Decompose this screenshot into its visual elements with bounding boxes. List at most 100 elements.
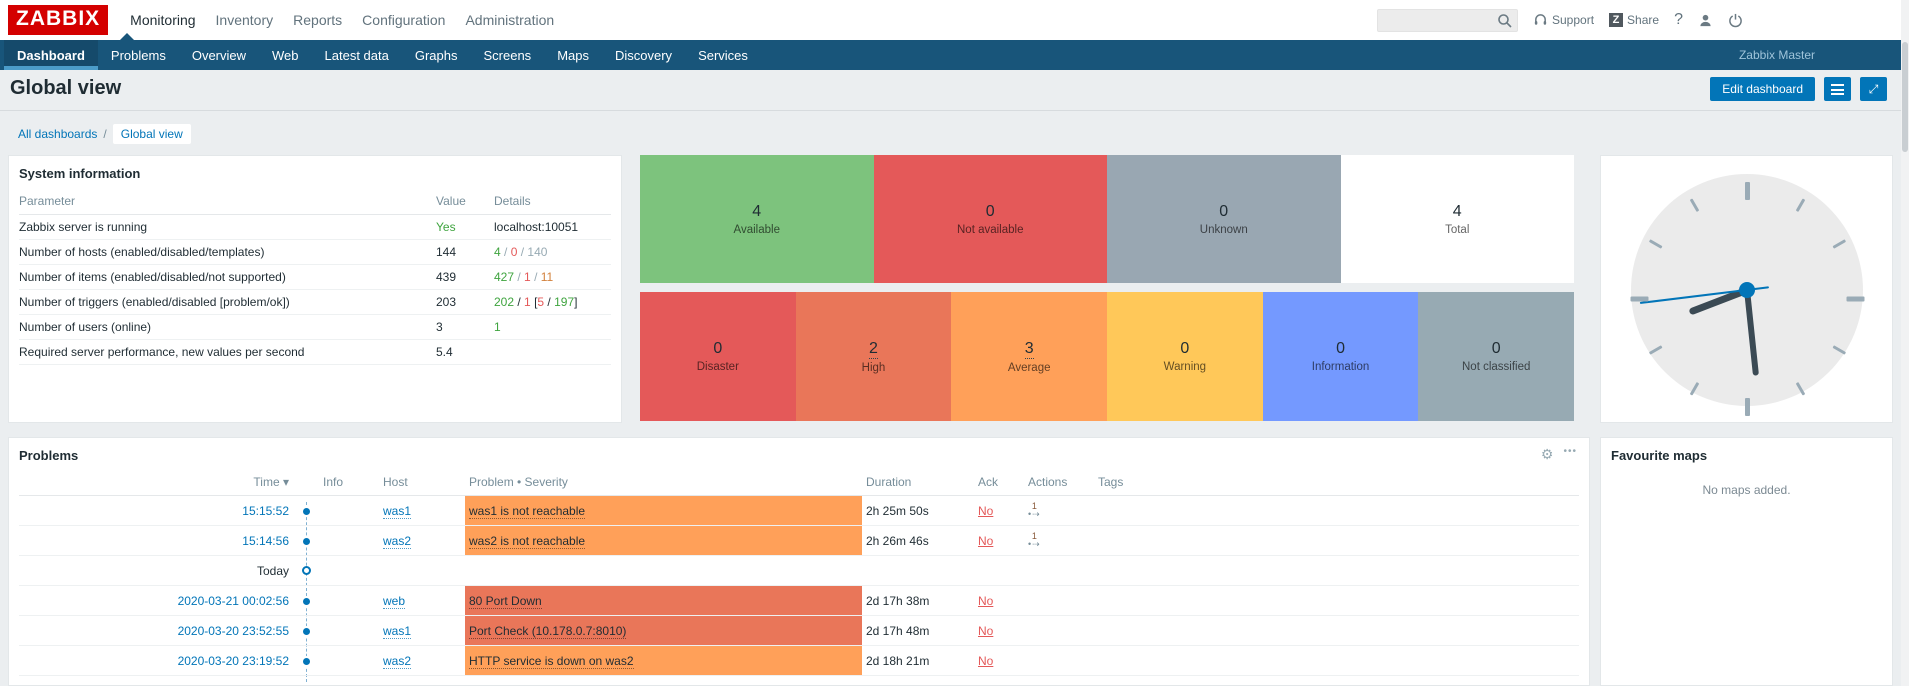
problem-marker-cell bbox=[293, 615, 319, 646]
value-cell: Yes bbox=[436, 214, 494, 240]
subnav-item-web[interactable]: Web bbox=[272, 47, 299, 63]
problem-link[interactable]: Port Check (10.178.0.7:8010) bbox=[469, 623, 627, 639]
edit-dashboard-button[interactable]: Edit dashboard bbox=[1710, 77, 1815, 101]
problem-host-cell: was1 bbox=[379, 495, 465, 526]
problem-time-link[interactable]: 2020-03-21 00:02:56 bbox=[177, 593, 289, 608]
ack-link[interactable]: No bbox=[978, 653, 994, 668]
problem-link[interactable]: was2 is not reachable bbox=[469, 533, 586, 549]
problem-name-cell: 80 Port Down bbox=[465, 585, 862, 616]
ack-link[interactable]: No bbox=[978, 623, 994, 638]
severity-count-average[interactable]: 3 bbox=[1024, 339, 1034, 359]
problem-tags-cell bbox=[1094, 645, 1579, 676]
support-link[interactable]: Support bbox=[1533, 13, 1594, 28]
problem-time-link[interactable]: 15:14:56 bbox=[242, 533, 289, 548]
details-cell: 427 / 1 / 11 bbox=[494, 264, 611, 290]
subnav-item-latest-data[interactable]: Latest data bbox=[324, 47, 389, 63]
column-header-ack: Ack bbox=[974, 469, 1024, 496]
dashboard-menu-button[interactable] bbox=[1824, 77, 1851, 101]
action-count: 1 bbox=[1031, 530, 1037, 541]
menu-item-monitoring[interactable]: Monitoring bbox=[130, 12, 196, 28]
signout-button[interactable] bbox=[1728, 13, 1743, 28]
share-link[interactable]: Z Share bbox=[1609, 13, 1659, 27]
availability-block-total: 4 Total bbox=[1340, 155, 1574, 283]
problem-actions-cell: 1 •⇢ bbox=[1024, 525, 1094, 556]
widget-title: System information bbox=[19, 166, 141, 181]
problem-ack-cell: No bbox=[974, 585, 1024, 616]
fullscreen-button[interactable]: ⤢ bbox=[1860, 77, 1887, 101]
value-cell: 203 bbox=[436, 289, 494, 315]
scrollbar-thumb[interactable] bbox=[1902, 42, 1908, 152]
problem-link[interactable]: 80 Port Down bbox=[469, 593, 542, 609]
widget-settings-gear-icon[interactable]: ⚙ bbox=[1540, 446, 1554, 462]
subnav-item-dashboard[interactable]: Dashboard bbox=[4, 40, 98, 70]
availability-label-not-available: Not available bbox=[957, 223, 1024, 236]
availability-label-unknown: Unknown bbox=[1199, 223, 1248, 236]
details-segment: / bbox=[517, 245, 528, 259]
host-link[interactable]: was1 bbox=[383, 623, 412, 639]
system-information-table: Parameter Value Details Zabbix server is r… bbox=[19, 189, 611, 365]
menu-item-administration[interactable]: Administration bbox=[465, 12, 555, 28]
problem-time-cell: 15:14:56 bbox=[19, 525, 293, 556]
page-scrollbar bbox=[1901, 0, 1909, 686]
breadcrumb-all-dashboards[interactable]: All dashboards bbox=[18, 127, 98, 141]
problem-row: 15:15:52 was1 was1 is not reachable 2h 25m … bbox=[19, 495, 1579, 526]
system-info-row: Number of items (enabled/disabled/not su… bbox=[19, 264, 611, 290]
ack-link[interactable]: No bbox=[978, 593, 994, 608]
expand-icon: ⤢ bbox=[1868, 81, 1879, 96]
problem-time-link[interactable]: 2020-03-20 23:52:55 bbox=[177, 623, 289, 638]
details-segment: 5 bbox=[537, 295, 545, 309]
details-segment: 4 bbox=[494, 245, 501, 259]
widget-more-icon[interactable]: ••• bbox=[1563, 446, 1577, 457]
menu-item-inventory[interactable]: Inventory bbox=[215, 12, 274, 28]
menu-item-configuration[interactable]: Configuration bbox=[362, 12, 446, 28]
help-button[interactable]: ? bbox=[1674, 11, 1683, 29]
search-icon[interactable] bbox=[1497, 13, 1513, 29]
subnav-item-services[interactable]: Services bbox=[698, 47, 748, 63]
action-in-progress-icon[interactable]: 1 •⇢ bbox=[1028, 501, 1041, 518]
problem-link[interactable]: was1 is not reachable bbox=[469, 503, 586, 519]
host-link[interactable]: was2 bbox=[383, 653, 412, 669]
problems-date-divider-row: Today bbox=[19, 555, 1579, 586]
clock-center-pin bbox=[1739, 282, 1755, 298]
main-menu: Monitoring Inventory Reports Configuration A… bbox=[120, 12, 564, 28]
subnav-item-overview[interactable]: Overview bbox=[191, 47, 247, 63]
search-input[interactable] bbox=[1378, 9, 1517, 31]
host-link[interactable]: was1 bbox=[383, 503, 412, 519]
search-box bbox=[1377, 8, 1518, 32]
menu-item-reports[interactable]: Reports bbox=[293, 12, 343, 28]
host-link[interactable]: was2 bbox=[383, 533, 412, 549]
breadcrumb-current[interactable]: Global view bbox=[112, 124, 191, 144]
zabbix-logo[interactable]: ZABBIX bbox=[8, 5, 109, 35]
problem-time-link[interactable]: 15:15:52 bbox=[242, 503, 289, 518]
breadcrumb: All dashboards / Global view bbox=[18, 124, 191, 144]
host-link[interactable]: web bbox=[383, 593, 406, 609]
details-segment: / bbox=[544, 295, 555, 309]
problem-marker-cell bbox=[293, 495, 319, 526]
severity-count-high[interactable]: 2 bbox=[869, 339, 878, 359]
problem-time-cell: 2020-03-20 23:19:52 bbox=[19, 645, 293, 676]
problem-info-cell bbox=[319, 615, 379, 646]
problem-time-link[interactable]: 2020-03-20 23:19:52 bbox=[177, 653, 289, 668]
action-in-progress-icon[interactable]: 1 •⇢ bbox=[1028, 530, 1041, 548]
column-header-parameter: Parameter bbox=[19, 189, 436, 215]
header-buttons: Edit dashboard ⤢ bbox=[1710, 77, 1887, 101]
clock-tick bbox=[1795, 381, 1805, 396]
ack-link[interactable]: No bbox=[978, 533, 994, 548]
problem-name-cell: was1 is not reachable bbox=[465, 495, 862, 526]
divider-filler bbox=[319, 555, 1579, 586]
subnav-item-problems[interactable]: Problems bbox=[110, 47, 166, 63]
subnav-item-maps[interactable]: Maps bbox=[557, 47, 589, 63]
problem-actions-cell bbox=[1024, 645, 1094, 676]
column-header-time[interactable]: Time ▾ bbox=[19, 469, 293, 496]
subnav-item-discovery[interactable]: Discovery bbox=[614, 47, 673, 63]
clock-tick bbox=[1648, 239, 1663, 249]
clock-tick bbox=[1648, 345, 1663, 355]
user-profile-button[interactable] bbox=[1698, 13, 1713, 28]
details-segment: [ bbox=[530, 295, 538, 309]
subnav-item-graphs[interactable]: Graphs bbox=[414, 47, 458, 63]
severity-label-high: High bbox=[861, 361, 886, 374]
ack-link[interactable]: No bbox=[978, 503, 994, 518]
clock-tick bbox=[1630, 296, 1648, 302]
subnav-item-screens[interactable]: Screens bbox=[483, 47, 532, 63]
problem-link[interactable]: HTTP service is down on was2 bbox=[469, 653, 634, 669]
